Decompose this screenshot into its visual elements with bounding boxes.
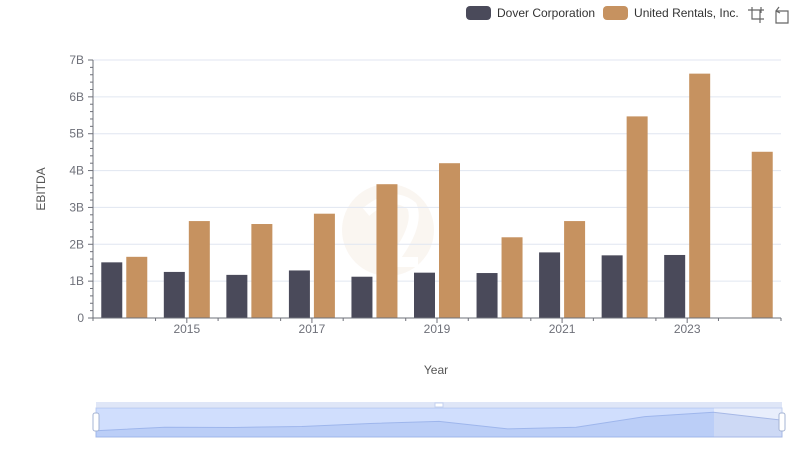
legend-label-dover: Dover Corporation [497,6,596,20]
x-axis-label: Year [424,363,448,377]
legend-label-united-rentals: United Rentals, Inc. [634,6,739,20]
bar-dover-2020 [476,273,498,318]
bar-dover-2019 [414,272,435,318]
bar-united-rentals-2021 [564,221,586,318]
slider-handle-left [92,412,100,432]
y-tick-label: 2B [69,237,84,251]
x-tick-label: 2023 [674,322,701,336]
y-ticks: 0 1B 2B 3B 4B 5B 6B 7B [69,53,93,325]
data-zoom-slider[interactable] [92,402,786,438]
y-tick-label: 6B [69,90,84,104]
bar-dover-2014 [101,262,123,318]
bar-united-rentals-2018 [376,184,398,318]
slider-preview-area [95,411,783,438]
slider-handle-right [778,412,786,432]
y-tick-label: 0 [77,311,84,325]
x-tick-label: 2021 [549,322,576,336]
x-tick-label: 2017 [299,322,326,336]
legend-swatch-dover [466,6,491,20]
slider-selection [96,408,714,437]
y-axis-label: EBITDA [34,167,48,210]
bar-united-rentals-2017 [313,213,335,318]
x-ticks: 2015 2017 2019 2021 2023 [92,318,782,336]
x-tick-label: 2019 [424,322,451,336]
bar-united-rentals-2015 [188,221,210,318]
bar-united-rentals-2020 [501,237,523,318]
y-tick-label: 5B [69,127,84,141]
bar-dover-2015 [163,271,185,318]
bar-dover-2016 [226,274,248,318]
zoom-icon[interactable] [747,6,765,24]
bar-united-rentals-2023 [689,73,711,318]
bar-united-rentals-2016 [251,224,273,318]
bar-dover-2023 [664,254,686,318]
bar-united-rentals-2022 [626,116,648,319]
x-tick-label: 2015 [173,322,200,336]
y-tick-label: 4B [69,164,84,178]
legend-item-united-rentals[interactable]: United Rentals, Inc. [603,6,739,20]
bar-dover-2022 [601,255,623,318]
bar-united-rentals-2014 [126,256,148,318]
legend: Dover Corporation United Rentals, Inc. [466,4,739,22]
slider-grip [434,402,444,408]
bar-dover-2018 [351,276,373,318]
bars [101,73,773,319]
bar-united-rentals-2024 [751,151,773,318]
legend-item-dover[interactable]: Dover Corporation [466,6,595,20]
toolbox [747,6,791,24]
y-tick-label: 7B [69,53,84,67]
y-tick-label: 3B [69,200,84,214]
y-tick-label: 1B [69,274,84,288]
legend-swatch-united-rentals [603,6,629,20]
bar-united-rentals-2019 [439,163,460,318]
restore-icon[interactable] [773,6,791,24]
bar-dover-2021 [539,252,561,318]
bar-dover-2017 [288,270,310,318]
